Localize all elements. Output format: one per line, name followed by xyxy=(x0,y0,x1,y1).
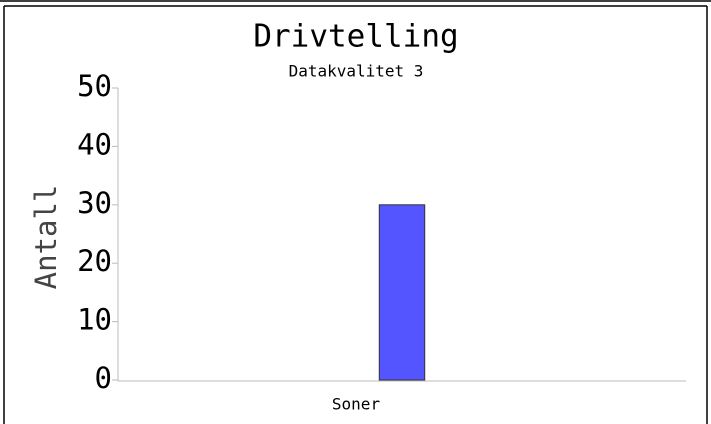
x-axis-label: Soner xyxy=(332,395,381,414)
y-tick-label: 10 xyxy=(77,303,112,337)
y-tick-label: 30 xyxy=(77,186,112,220)
chart-title: Drivtelling xyxy=(253,19,458,55)
bar xyxy=(378,204,426,381)
y-tick-label: 0 xyxy=(95,361,112,395)
y-tick-label: 50 xyxy=(77,69,112,103)
y-tick-label: 40 xyxy=(77,127,112,161)
y-tick-label: 20 xyxy=(77,244,112,278)
y-axis-label: Antall xyxy=(29,185,63,290)
chart-subtitle: Datakvalitet 3 xyxy=(289,62,424,81)
